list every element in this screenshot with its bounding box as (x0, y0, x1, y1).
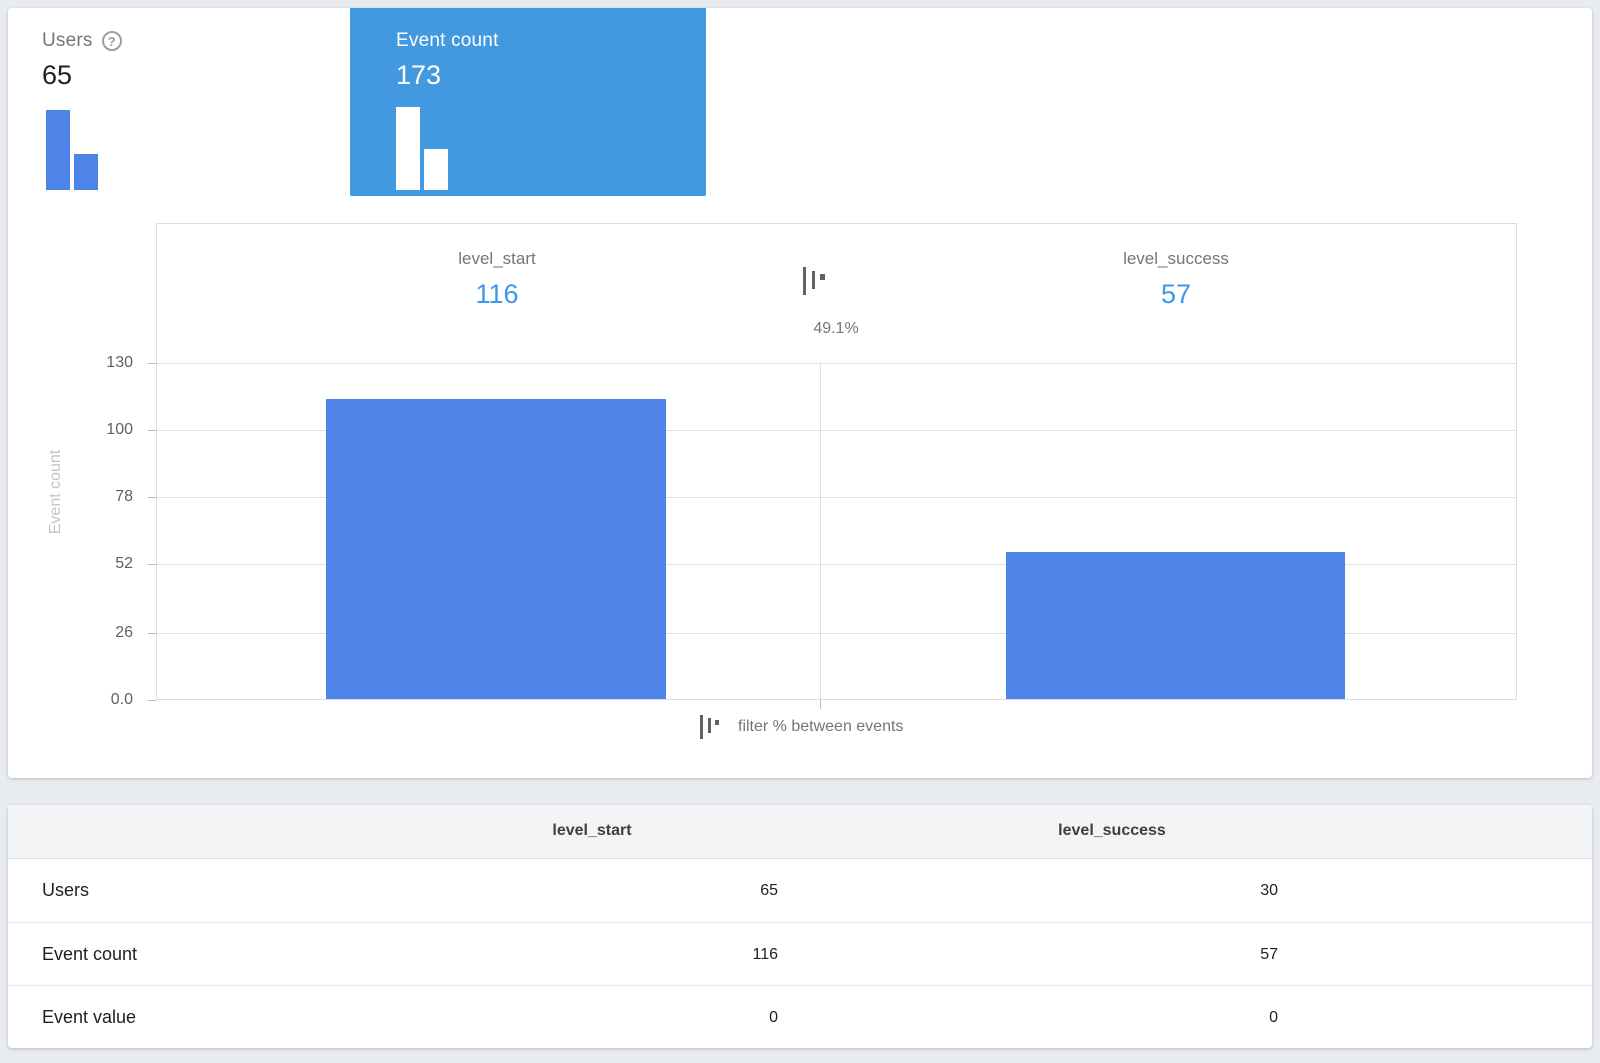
y-tick-label: 26 (115, 624, 133, 641)
column-header-level-success: level_success (1058, 822, 1166, 839)
percent-between-events: 49.1% (813, 320, 859, 337)
chart-card: Users ? 65 Event count 173 Event count 1… (8, 8, 1592, 778)
gridline (157, 633, 1516, 634)
y-tick-label: 100 (106, 421, 133, 438)
filter-icon (801, 267, 825, 295)
cell-value: 65 (760, 882, 778, 899)
y-tick-mark (148, 497, 156, 498)
mini-bar-tall (396, 107, 420, 190)
y-tick-mark (148, 633, 156, 634)
mini-bar-short (424, 149, 448, 190)
mini-bar-short (74, 154, 98, 190)
table-row: Event count 116 57 (8, 922, 1592, 985)
gridline (157, 564, 1516, 565)
y-tick-label: 0.0 (110, 691, 133, 708)
event-count-level-start: 116 (475, 279, 519, 309)
cell-value: 57 (1260, 946, 1278, 963)
y-tick-label: 78 (115, 488, 133, 505)
event-count-level-success: 57 (1160, 279, 1192, 309)
cell-value: 116 (752, 946, 778, 963)
metric-card-event-count[interactable]: Event count 173 (350, 8, 706, 196)
y-tick-mark (148, 430, 156, 431)
gridline (157, 363, 1516, 364)
metric-card-users[interactable]: Users ? 65 (8, 8, 338, 196)
row-label: Users (42, 880, 90, 900)
filter-legend: filter % between events (700, 715, 903, 739)
bar-level-start (326, 399, 666, 699)
users-metric-label: Users (42, 30, 93, 51)
x-axis-tick (820, 700, 821, 709)
y-tick-label: 52 (115, 555, 133, 572)
gridline (157, 497, 1516, 498)
mini-bar-chart-icon (396, 107, 448, 190)
event-name-level-start: level_start (458, 249, 536, 268)
column-divider-line (820, 363, 821, 699)
users-metric-value: 65 (42, 60, 73, 90)
y-tick-mark (148, 564, 156, 565)
users-metric-title-row: Users ? (42, 30, 122, 52)
cell-value: 0 (769, 1009, 778, 1026)
column-header-level-start: level_start (552, 822, 632, 839)
filter-between-events-button[interactable] (801, 267, 841, 305)
gridline (157, 430, 1516, 431)
event-name-level-success: level_success (1123, 249, 1229, 268)
metrics-table: level_start level_success Users 65 30 Ev… (8, 805, 1592, 1048)
bar-chart: level_start 116 49.1% level_success 57 (156, 223, 1517, 709)
table-row: Users 65 30 (8, 859, 1592, 922)
row-label: Event count (42, 944, 138, 964)
row-label: Event value (42, 1007, 137, 1027)
table-row: Event value 0 0 (8, 985, 1592, 1048)
y-tick-mark (148, 363, 156, 364)
event-count-metric-label: Event count (396, 30, 499, 51)
event-count-metric-value: 173 (396, 60, 442, 90)
help-icon[interactable]: ? (101, 31, 122, 51)
bar-level-success (1006, 552, 1345, 699)
y-tick-label: 130 (106, 354, 133, 371)
y-tick-mark (148, 700, 156, 701)
mini-bar-chart-icon (46, 110, 98, 190)
mini-bar-tall (46, 110, 70, 190)
table-header-row: level_start level_success (8, 805, 1592, 859)
filter-legend-label: filter % between events (738, 718, 904, 735)
cell-value: 0 (1269, 1009, 1278, 1026)
filter-icon (700, 715, 720, 739)
cell-value: 30 (1260, 882, 1278, 899)
